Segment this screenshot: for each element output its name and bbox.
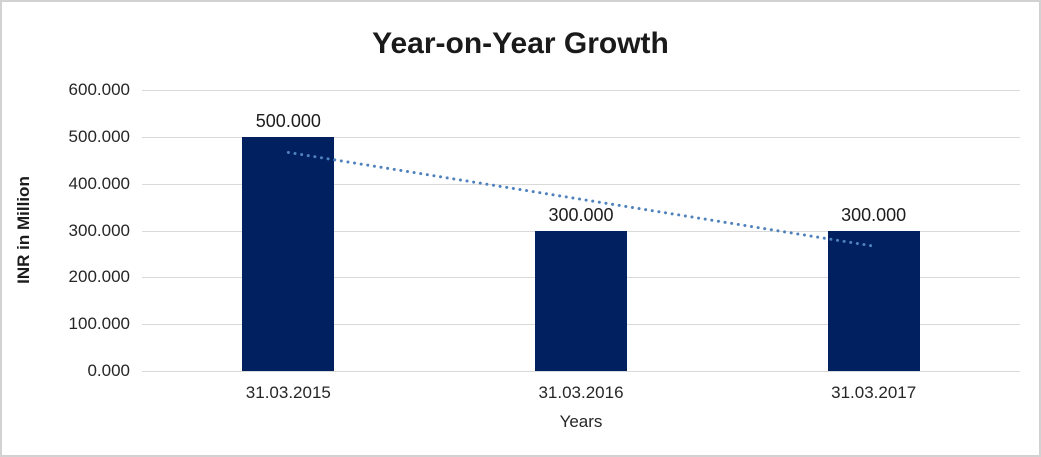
bar-value-label: 500.000 <box>255 110 321 131</box>
bar-value-label: 300.000 <box>841 204 907 225</box>
bar-value-label: 300.000 <box>548 204 614 225</box>
x-axis-title: Years <box>559 412 603 431</box>
y-axis-title: INR in Million <box>14 176 33 284</box>
bar-31.03.2015 <box>242 136 335 371</box>
gridline <box>142 136 1020 138</box>
gridline <box>142 90 1020 91</box>
x-tick-label: 31.03.2017 <box>831 383 917 402</box>
y-tick-label: 100.000 <box>68 314 130 334</box>
plot-area: 500.000 300.000 300.000 <box>142 90 1020 372</box>
bar-31.03.2016 <box>535 230 627 371</box>
y-tick-label: 400.000 <box>68 173 130 193</box>
x-tick-label: 31.03.2016 <box>538 383 624 402</box>
y-tick-label: 0.000 <box>87 361 130 380</box>
trendline <box>286 150 876 248</box>
gridline <box>142 371 1020 372</box>
y-tick-label: 600.000 <box>68 80 130 99</box>
bar-31.03.2017 <box>827 230 920 371</box>
gridline <box>142 183 1020 185</box>
y-tick-label: 200.000 <box>68 267 130 287</box>
y-tick-label: 300.000 <box>68 220 130 240</box>
x-tick-label: 31.03.2015 <box>245 383 331 402</box>
chart-title: Year-on-Year Growth <box>372 27 669 60</box>
y-tick-label: 500.000 <box>68 126 130 146</box>
